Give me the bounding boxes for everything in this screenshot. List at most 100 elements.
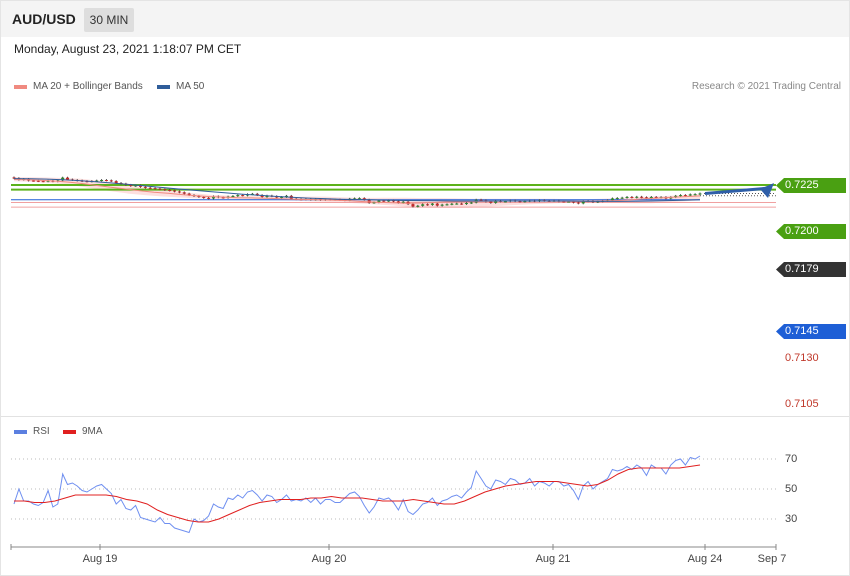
candle-body [610,198,614,201]
level-label-0.7225: 0.7225 [776,178,846,193]
candle-body [615,198,619,200]
candle-body [430,203,434,205]
candle-body [503,201,507,203]
level-label-0.7145: 0.7145 [776,324,846,339]
candle-body [396,201,400,203]
level-label-0.7179: 0.7179 [776,262,846,277]
legend-9ma: 9MA [63,426,103,437]
panel-divider [1,416,849,417]
candle-body [367,199,371,203]
candle-body [129,184,133,186]
candle-body [625,196,629,198]
candle-body [445,204,449,206]
candle-body [134,185,138,187]
legend-label: MA 50 [176,81,205,92]
x-label-aug20: Aug 20 [311,553,347,565]
candle-body [450,203,454,205]
candle-body [12,177,16,179]
credit-text: Research © 2021 Trading Central [691,81,841,92]
candle-body [211,196,215,199]
level-label-0.7105: 0.7105 [785,398,819,410]
candle-body [143,186,147,188]
legend-label: RSI [33,426,50,437]
candle-body [644,197,648,199]
candle-body [255,193,259,196]
candle-body [683,195,687,197]
candle-body [455,203,459,205]
candle-body [421,204,425,206]
candle-body [416,205,420,207]
candle-body [494,200,498,203]
candle-body [382,200,386,202]
candle-body [284,195,288,197]
candle-body [231,196,235,198]
rsi-tick-70: 70 [785,453,798,465]
candle-body [572,201,576,203]
candle-body [674,195,678,198]
candle-body [260,195,264,197]
candle-body [469,202,473,204]
candle-body [85,181,89,183]
x-label-sep7: Sep 7 [757,553,787,565]
candle-body [163,189,167,191]
legend-ma20-bollinger: MA 20 + Bollinger Bands [14,81,143,92]
level-label-0.7130: 0.7130 [785,352,819,364]
candle-body [138,185,142,187]
candle-body [693,194,697,196]
candle-body [177,191,181,193]
candle-body [250,193,254,195]
candle-body [518,201,522,203]
header-bar: AUD/USD 30 MIN [1,1,849,37]
candle-body [31,180,35,182]
rsi-line [13,455,701,534]
x-label-aug21: Aug 21 [535,553,571,565]
candle-body [182,192,186,194]
timestamp: Monday, August 23, 2021 1:18:07 PM CET [14,42,242,56]
candle-body [100,180,104,182]
candle-body [654,196,658,198]
candle-body [173,190,177,192]
candle-body [679,195,683,197]
candle-body [95,180,99,182]
legend-rsi: RSI [14,426,50,437]
candle-body [236,195,240,197]
candle-body [202,196,206,198]
candle-body [489,201,493,203]
candle-body [207,197,211,199]
candle-body [46,180,50,182]
candle-body [440,204,444,206]
candle-body [109,180,113,182]
candle-body [353,198,357,200]
candle-body [401,201,405,203]
rsi-tick-30: 30 [785,513,798,525]
interval-button[interactable]: 30 MIN [84,8,134,32]
legend-swatch [14,84,27,89]
candle-body [241,195,245,197]
candle-body [640,196,644,198]
candle-body [114,181,118,183]
legend-label: 9MA [82,426,103,437]
candle-body [411,204,415,207]
rsi-9ma-line [14,464,701,523]
candle-body [435,203,439,206]
candle-body [464,203,468,205]
legend-swatch [14,429,27,434]
candle-body [153,188,157,190]
x-label-aug19: Aug 19 [82,553,118,565]
candle-body [280,196,284,198]
candle-body [387,200,391,202]
candle-body [36,180,40,182]
candle-body [168,189,172,191]
candle-body [357,198,361,200]
level-label-0.7200: 0.7200 [776,224,846,239]
candle-body [197,196,201,198]
candle-body [426,204,430,206]
candle-body [479,199,483,201]
candle-body [391,200,395,202]
candle-body [688,194,692,196]
candle-body [104,180,108,182]
candle-body [61,177,65,181]
candle-body [649,196,653,199]
candle-body [148,187,152,189]
